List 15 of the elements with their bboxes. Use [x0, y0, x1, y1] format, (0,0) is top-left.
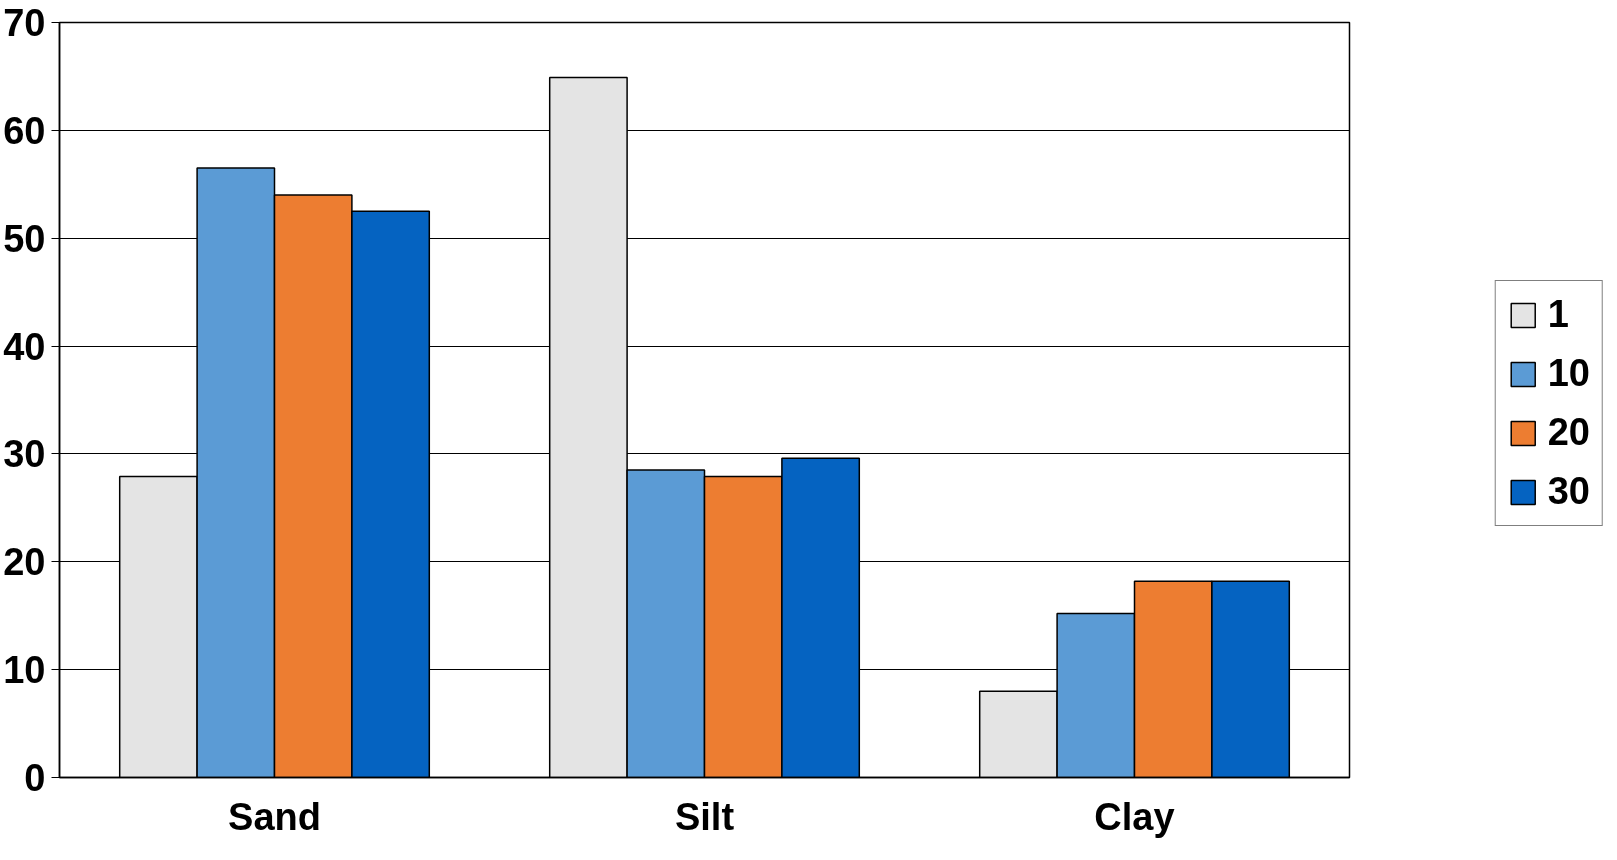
y-tick-label: 0	[24, 757, 46, 799]
x-tick-label: Silt	[674, 795, 735, 838]
x-tick-label: Clay	[1094, 795, 1175, 838]
legend-label: 10	[1547, 352, 1590, 395]
legend-label: 30	[1547, 470, 1590, 513]
x-tick-label: Sand	[228, 795, 321, 838]
y-tick-label: 40	[3, 325, 46, 368]
y-tick-label: 10	[3, 649, 46, 692]
legend-label: 20	[1547, 411, 1590, 454]
y-tick-label: 50	[3, 217, 46, 260]
y-tick-label: 60	[3, 109, 46, 152]
legend-label: 1	[1547, 293, 1569, 336]
y-tick-label: 20	[3, 541, 46, 584]
y-tick-label: 30	[3, 433, 46, 476]
y-tick-label: 70	[3, 2, 46, 44]
